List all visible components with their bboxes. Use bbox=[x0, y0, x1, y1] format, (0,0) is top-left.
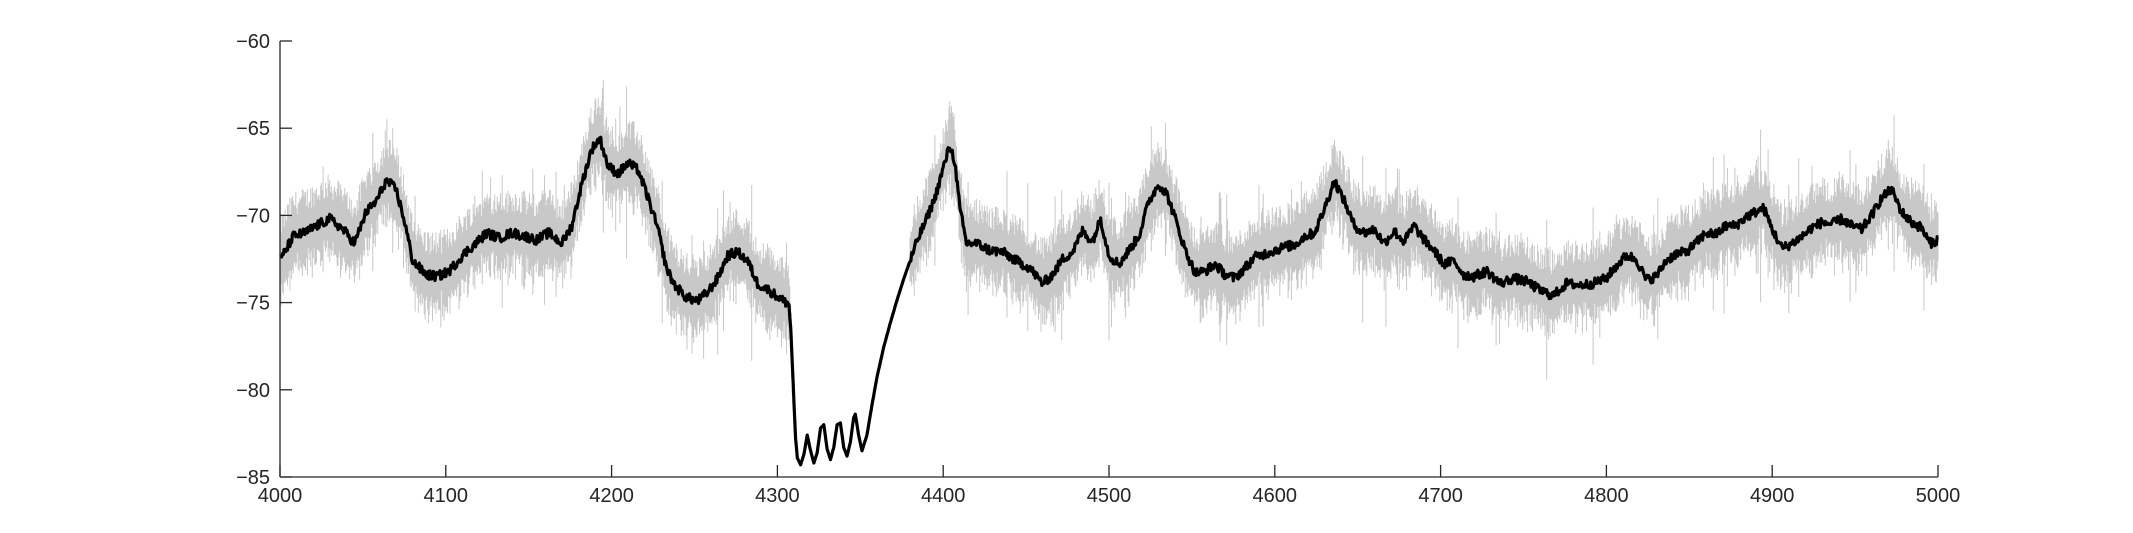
mean-line-layer bbox=[279, 135, 1939, 467]
y-tick-label: −65 bbox=[236, 118, 270, 140]
x-tick-label: 4000 bbox=[258, 485, 303, 507]
x-tick-label: 4300 bbox=[755, 485, 800, 507]
x-tick-label: 5000 bbox=[1916, 485, 1961, 507]
x-tick-label: 4900 bbox=[1750, 485, 1795, 507]
y-tick-label: −85 bbox=[236, 467, 270, 489]
x-tick-label: 4200 bbox=[589, 485, 634, 507]
x-tick-label: 4600 bbox=[1253, 485, 1298, 507]
x-tick-label: 4700 bbox=[1418, 485, 1463, 507]
y-tick-label: −60 bbox=[236, 31, 270, 53]
x-tick-label: 4800 bbox=[1584, 485, 1629, 507]
x-tick-label: 4500 bbox=[1087, 485, 1132, 507]
y-tick-label: −70 bbox=[236, 205, 270, 227]
x-axis-ticks: 4000 4100 4200 4300 4400 4500 4600 4700 4800 4900… bbox=[258, 465, 1961, 507]
x-tick-label: 4100 bbox=[424, 485, 469, 507]
y-tick-label: −75 bbox=[236, 293, 270, 315]
x-tick-label: 4400 bbox=[921, 485, 966, 507]
y-tick-label: −80 bbox=[236, 380, 270, 402]
y-axis-ticks: −60 −65 −70 −75 −80 −85 bbox=[236, 31, 292, 489]
mean-line bbox=[279, 135, 1939, 467]
